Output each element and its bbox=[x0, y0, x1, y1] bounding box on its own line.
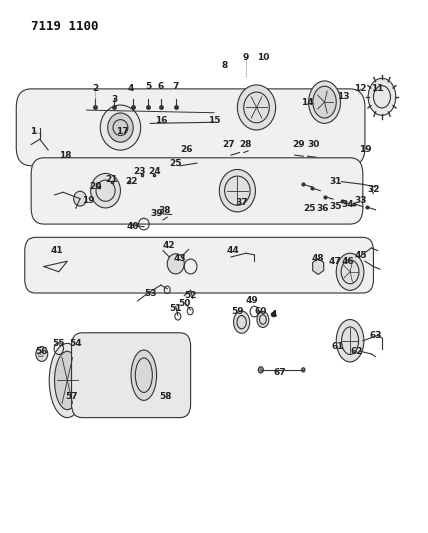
Ellipse shape bbox=[167, 254, 184, 274]
Text: 7119 1100: 7119 1100 bbox=[31, 20, 99, 33]
Text: 33: 33 bbox=[354, 196, 367, 205]
Text: 4: 4 bbox=[128, 84, 134, 93]
Ellipse shape bbox=[74, 191, 86, 206]
Ellipse shape bbox=[36, 346, 48, 361]
Ellipse shape bbox=[131, 350, 157, 400]
Text: 41: 41 bbox=[51, 246, 63, 255]
Text: 19: 19 bbox=[359, 146, 371, 155]
Text: 51: 51 bbox=[169, 304, 182, 313]
Text: 6: 6 bbox=[158, 82, 164, 91]
Ellipse shape bbox=[91, 173, 120, 208]
Ellipse shape bbox=[302, 368, 305, 372]
Ellipse shape bbox=[336, 319, 364, 362]
Text: 35: 35 bbox=[329, 202, 342, 211]
Text: 31: 31 bbox=[329, 177, 342, 186]
Ellipse shape bbox=[49, 343, 85, 418]
Text: 58: 58 bbox=[159, 392, 171, 401]
Text: 2: 2 bbox=[92, 84, 98, 93]
Text: 5: 5 bbox=[145, 82, 151, 91]
Text: 44: 44 bbox=[227, 246, 240, 255]
Text: 53: 53 bbox=[144, 288, 157, 297]
Text: 3: 3 bbox=[111, 95, 117, 104]
Text: 47: 47 bbox=[329, 257, 342, 265]
Text: 54: 54 bbox=[69, 339, 82, 348]
Text: 59: 59 bbox=[231, 307, 244, 316]
Text: 20: 20 bbox=[89, 182, 101, 191]
Text: 34: 34 bbox=[342, 200, 354, 209]
Text: 38: 38 bbox=[159, 206, 171, 215]
Text: 28: 28 bbox=[240, 140, 252, 149]
Ellipse shape bbox=[100, 105, 141, 150]
Text: 14: 14 bbox=[301, 98, 314, 107]
Text: 55: 55 bbox=[53, 339, 65, 348]
Text: 60: 60 bbox=[255, 307, 267, 316]
Text: 62: 62 bbox=[350, 347, 363, 356]
Text: 48: 48 bbox=[312, 254, 324, 263]
FancyBboxPatch shape bbox=[25, 237, 374, 293]
Ellipse shape bbox=[368, 78, 396, 115]
FancyBboxPatch shape bbox=[31, 158, 363, 224]
Ellipse shape bbox=[238, 85, 276, 130]
Text: 24: 24 bbox=[148, 166, 161, 175]
Text: 40: 40 bbox=[127, 222, 140, 231]
Ellipse shape bbox=[108, 113, 133, 142]
Text: 30: 30 bbox=[308, 140, 320, 149]
Ellipse shape bbox=[258, 367, 263, 373]
Text: 39: 39 bbox=[150, 209, 163, 218]
Text: 1: 1 bbox=[30, 127, 36, 136]
Text: 36: 36 bbox=[316, 204, 329, 213]
Text: 10: 10 bbox=[257, 53, 269, 62]
Text: 46: 46 bbox=[342, 257, 354, 265]
Text: 26: 26 bbox=[180, 146, 193, 155]
Text: 23: 23 bbox=[134, 166, 146, 175]
Text: 21: 21 bbox=[106, 174, 118, 183]
Ellipse shape bbox=[257, 312, 269, 327]
Ellipse shape bbox=[309, 81, 341, 123]
Text: 25: 25 bbox=[169, 159, 182, 167]
Text: 45: 45 bbox=[354, 252, 367, 261]
Text: 15: 15 bbox=[208, 116, 220, 125]
Text: 13: 13 bbox=[337, 92, 350, 101]
Text: 16: 16 bbox=[155, 116, 167, 125]
Text: 49: 49 bbox=[246, 296, 259, 305]
Text: 29: 29 bbox=[293, 140, 305, 149]
Text: 12: 12 bbox=[354, 84, 367, 93]
Ellipse shape bbox=[336, 253, 364, 290]
Text: 25: 25 bbox=[303, 204, 316, 213]
FancyBboxPatch shape bbox=[71, 333, 190, 418]
Ellipse shape bbox=[313, 86, 336, 118]
Text: 18: 18 bbox=[59, 151, 71, 160]
Text: ⊡: ⊡ bbox=[38, 352, 44, 358]
Text: 8: 8 bbox=[222, 61, 228, 69]
Text: 32: 32 bbox=[367, 185, 380, 194]
Text: 22: 22 bbox=[125, 177, 137, 186]
Text: 4: 4 bbox=[270, 310, 277, 319]
Text: 52: 52 bbox=[184, 291, 197, 300]
Text: 7: 7 bbox=[172, 82, 179, 91]
Text: 56: 56 bbox=[36, 347, 48, 356]
Text: 67: 67 bbox=[273, 368, 286, 377]
Text: 63: 63 bbox=[369, 331, 382, 340]
Text: 27: 27 bbox=[223, 140, 235, 149]
Text: 9: 9 bbox=[243, 53, 249, 62]
Text: 17: 17 bbox=[116, 127, 129, 136]
Text: 57: 57 bbox=[65, 392, 78, 401]
Text: 19: 19 bbox=[82, 196, 95, 205]
FancyBboxPatch shape bbox=[16, 89, 365, 166]
Text: 42: 42 bbox=[163, 241, 175, 250]
Ellipse shape bbox=[219, 169, 256, 212]
Text: 11: 11 bbox=[372, 84, 384, 93]
Text: 61: 61 bbox=[331, 342, 344, 351]
Ellipse shape bbox=[234, 311, 250, 333]
Text: 43: 43 bbox=[174, 254, 186, 263]
Ellipse shape bbox=[54, 351, 80, 410]
Text: 37: 37 bbox=[235, 198, 248, 207]
Text: 50: 50 bbox=[178, 299, 190, 308]
